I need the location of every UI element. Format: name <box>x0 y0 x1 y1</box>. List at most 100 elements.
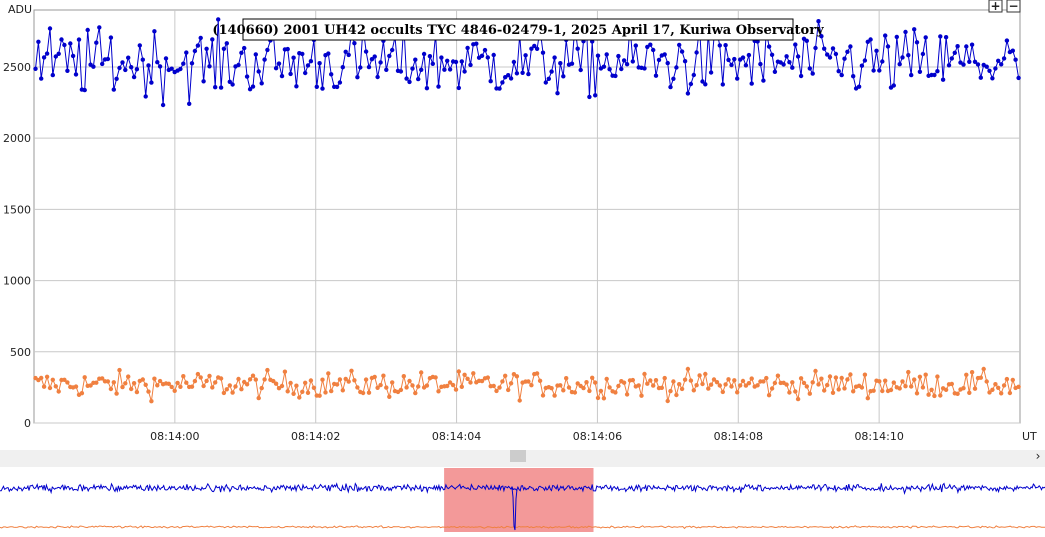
x-tick-label: 08:14:08 <box>714 430 763 443</box>
data-point <box>375 385 380 390</box>
data-point <box>996 58 1001 63</box>
data-point <box>126 55 131 60</box>
data-point <box>250 373 256 378</box>
data-point <box>572 390 578 395</box>
data-point <box>169 384 174 390</box>
data-point <box>993 66 998 71</box>
data-point <box>651 47 656 53</box>
data-point <box>688 81 694 87</box>
data-point <box>819 34 824 39</box>
data-point <box>447 380 453 385</box>
data-point <box>630 377 635 383</box>
data-point <box>479 53 485 58</box>
data-point <box>665 60 670 66</box>
data-point <box>140 377 145 382</box>
navigator-scroll-right-button[interactable]: › <box>1036 449 1041 463</box>
data-point <box>740 55 746 60</box>
data-point <box>534 46 540 51</box>
data-point <box>593 380 598 385</box>
data-point <box>62 377 67 382</box>
data-point <box>691 388 696 393</box>
data-point <box>621 58 627 63</box>
data-point <box>213 85 218 90</box>
data-point <box>772 69 778 75</box>
data-point <box>999 62 1004 67</box>
data-point <box>964 372 969 377</box>
data-point <box>166 381 171 386</box>
data-point <box>404 385 409 390</box>
data-point <box>143 94 148 99</box>
data-point <box>247 377 253 382</box>
y-tick-label: 2000 <box>3 132 31 145</box>
data-point <box>352 378 357 383</box>
data-point <box>410 66 415 71</box>
data-point <box>940 77 946 82</box>
data-point <box>236 62 241 68</box>
data-point <box>334 382 340 387</box>
data-point <box>639 393 644 398</box>
data-point <box>508 381 514 386</box>
navigator-window[interactable] <box>444 468 594 532</box>
data-point <box>407 79 412 85</box>
data-point <box>955 44 960 49</box>
data-point <box>859 63 865 68</box>
data-point <box>285 46 290 52</box>
data-point <box>468 380 473 385</box>
data-point <box>305 390 311 395</box>
data-point <box>303 380 308 385</box>
zoom-in-button[interactable]: + <box>988 0 1003 13</box>
data-point <box>390 380 395 385</box>
data-point <box>224 387 229 392</box>
data-point <box>877 68 882 73</box>
data-point <box>642 371 647 377</box>
data-point <box>981 366 986 372</box>
data-point <box>740 378 746 384</box>
data-point <box>827 374 833 379</box>
data-point <box>53 384 58 389</box>
data-point <box>358 65 363 70</box>
data-point <box>39 76 44 81</box>
data-point <box>975 62 981 67</box>
data-point <box>868 37 873 42</box>
data-point <box>685 366 691 372</box>
data-point <box>932 393 937 399</box>
data-point <box>291 391 296 396</box>
data-point <box>619 66 624 72</box>
data-point <box>189 61 195 66</box>
data-point <box>256 395 261 401</box>
y-axis-label: ADU <box>8 3 32 16</box>
navigator-scroll-handle[interactable] <box>510 450 526 462</box>
data-point <box>990 387 995 392</box>
data-point <box>204 378 209 384</box>
data-point <box>517 398 522 403</box>
data-point <box>813 368 818 374</box>
data-point <box>810 71 815 76</box>
data-point <box>833 51 839 57</box>
data-point <box>720 389 725 395</box>
data-point <box>630 59 635 64</box>
data-point <box>906 53 911 58</box>
data-point <box>851 74 856 79</box>
data-point <box>471 371 476 376</box>
data-point <box>598 388 604 394</box>
data-point <box>120 60 125 65</box>
zoom-out-button[interactable]: − <box>1006 0 1021 13</box>
data-point <box>149 399 154 404</box>
data-point <box>1007 390 1013 396</box>
data-point <box>230 390 235 395</box>
data-point <box>271 378 276 384</box>
data-point <box>273 66 279 71</box>
data-point <box>514 374 520 379</box>
data-point <box>993 382 998 387</box>
data-point <box>816 19 821 24</box>
data-point <box>679 49 685 54</box>
data-point <box>346 379 351 384</box>
data-point <box>1004 376 1010 382</box>
data-point <box>497 385 502 390</box>
data-point <box>73 384 79 389</box>
data-point <box>317 61 322 66</box>
data-point <box>430 61 435 66</box>
data-point <box>276 61 282 66</box>
data-point <box>671 76 676 82</box>
data-point <box>123 67 128 73</box>
